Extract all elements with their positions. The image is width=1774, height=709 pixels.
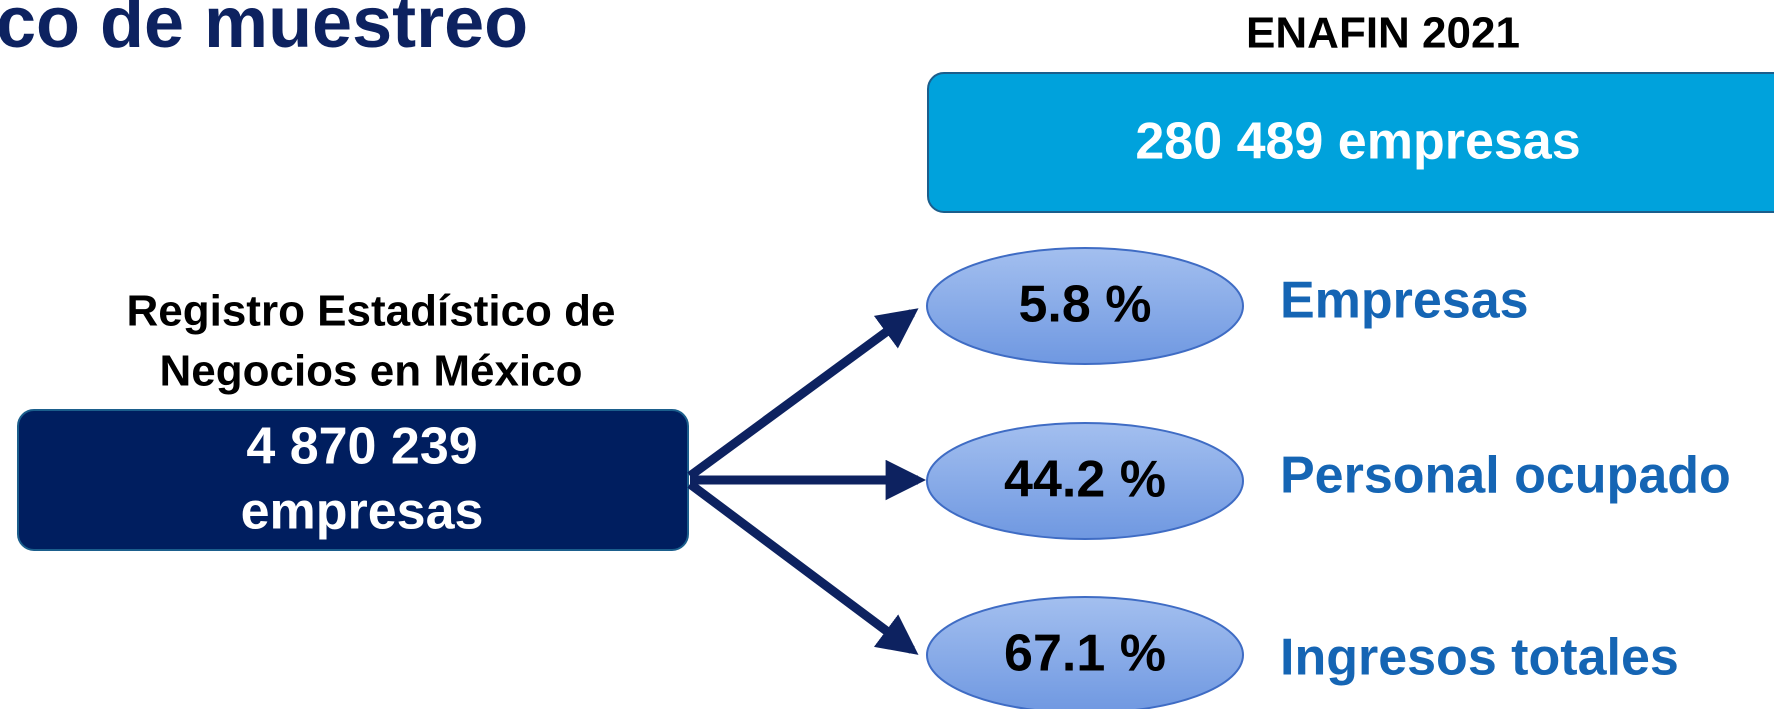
coverage-label: Empresas xyxy=(1280,272,1529,330)
arrows xyxy=(687,308,927,655)
coverage-percent: 44.2 % xyxy=(1004,451,1166,509)
arrow xyxy=(687,480,919,655)
source-count: 4 870 239 xyxy=(246,418,477,476)
coverage-percent: 67.1 % xyxy=(1004,625,1166,683)
survey-count: 280 489 empresas xyxy=(1135,113,1580,171)
coverage: 5.8 % Empresas 44.2 % Personal ocupado 67.1 … xyxy=(926,247,1731,709)
source-label: Negocios en México xyxy=(159,347,582,396)
source-label: Registro Estadístico de xyxy=(126,287,615,336)
coverage-ellipse xyxy=(926,596,1244,709)
coverage-label: Personal ocupado xyxy=(1280,447,1731,505)
arrow xyxy=(687,308,919,480)
source-count: empresas xyxy=(241,483,484,541)
survey-box xyxy=(927,72,1774,213)
coverage-percent: 5.8 % xyxy=(1019,276,1152,334)
coverage-ellipse xyxy=(926,422,1244,540)
survey-title: ENAFIN 2021 xyxy=(1246,9,1520,58)
coverage-label: Ingresos totales xyxy=(1280,629,1679,687)
coverage-ellipse xyxy=(926,247,1244,365)
slide-title: co de muestreo xyxy=(0,0,528,63)
source-box xyxy=(17,409,689,551)
